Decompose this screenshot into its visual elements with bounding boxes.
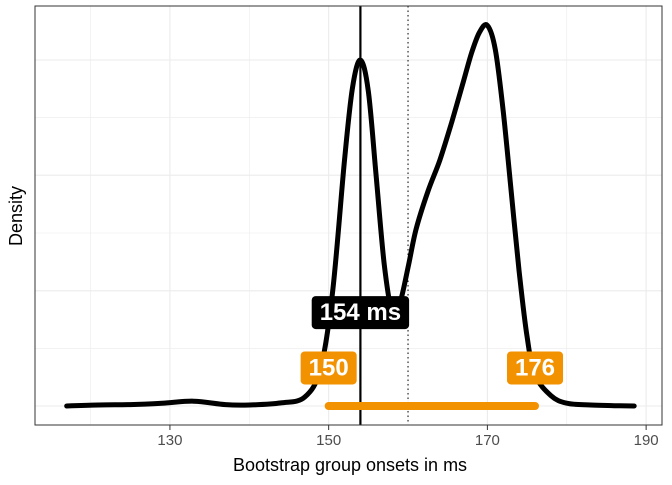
x-axis-ticks: 130 150 170 190 [157, 425, 659, 449]
median-label: 154 ms [311, 296, 410, 330]
x-tick-label: 190 [634, 432, 659, 449]
label-text: 176 [515, 354, 555, 381]
data-labels: 154 ms 150 176 [300, 296, 564, 385]
x-tick-label: 130 [157, 432, 182, 449]
panel-border [34, 5, 663, 426]
x-tick-label: 150 [316, 432, 341, 449]
interval-bound-label: 150 [300, 351, 357, 385]
label-text: 150 [309, 354, 349, 381]
density-curve [64, 22, 637, 409]
x-axis-title: Bootstrap group onsets in ms [233, 455, 467, 475]
reference-lines [359, 6, 409, 425]
label-text: 154 ms [320, 299, 401, 326]
interval-bound-label: 176 [506, 351, 564, 385]
y-axis-title: Density [6, 186, 26, 246]
label-box [300, 351, 357, 385]
label-box [311, 296, 410, 330]
x-tick-label: 170 [475, 432, 500, 449]
curve-layer [64, 22, 637, 409]
grid [35, 6, 662, 425]
label-box [506, 351, 564, 385]
